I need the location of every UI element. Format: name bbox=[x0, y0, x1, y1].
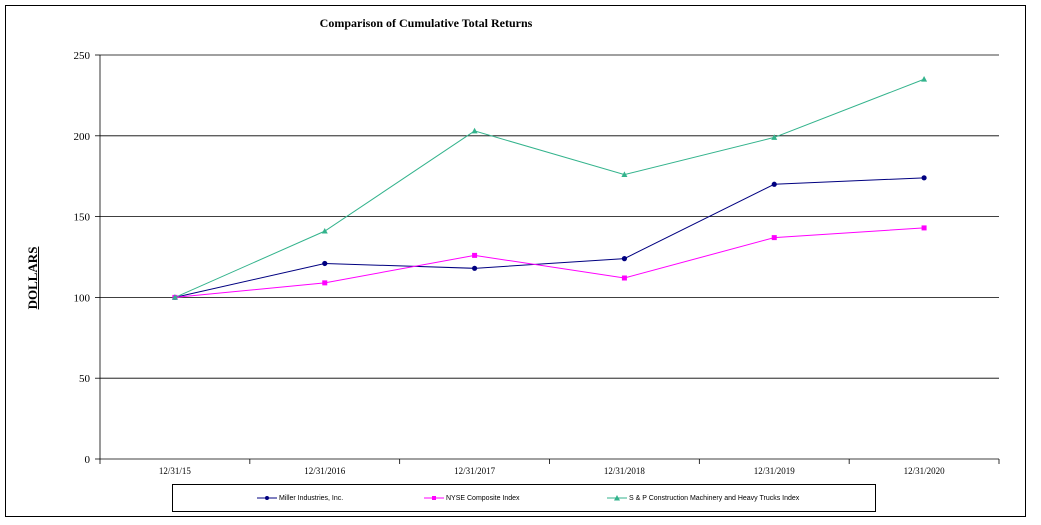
legend-marker-triangle-icon bbox=[607, 495, 627, 501]
x-tick-label: 12/31/2019 bbox=[754, 466, 796, 476]
y-tick-label: 200 bbox=[74, 131, 91, 143]
y-tick-label: 250 bbox=[74, 50, 91, 62]
series-line bbox=[174, 227, 925, 298]
legend-marker-square-icon bbox=[424, 496, 444, 500]
y-tick-label: 0 bbox=[85, 454, 91, 466]
legend-label: S & P Construction Machinery and Heavy T… bbox=[629, 494, 800, 502]
chart-frame bbox=[5, 5, 1026, 517]
x-tick-label: 12/31/2020 bbox=[904, 466, 946, 476]
data-point bbox=[771, 181, 777, 187]
x-tick-label: 12/31/2016 bbox=[304, 466, 346, 476]
data-point bbox=[921, 225, 927, 231]
legend-marker-circle-icon bbox=[257, 496, 277, 500]
data-point bbox=[771, 235, 777, 241]
data-point bbox=[621, 275, 627, 281]
chart-title: Comparison of Cumulative Total Returns bbox=[319, 16, 533, 30]
legend-label: Miller Industries, Inc. bbox=[279, 494, 344, 502]
data-point bbox=[921, 175, 927, 181]
data-point bbox=[322, 280, 328, 286]
tick-labels: 0 50 100 150 200 250 12/31/15 12/31/2016 12/31/2… bbox=[74, 50, 946, 476]
axes bbox=[95, 54, 1000, 464]
data-point bbox=[472, 252, 478, 258]
y-tick-label: 150 bbox=[74, 212, 91, 224]
data-point bbox=[322, 260, 328, 267]
y-tick-label: 50 bbox=[79, 373, 91, 385]
y-tick-label: 100 bbox=[74, 292, 91, 304]
series-lines bbox=[171, 76, 928, 300]
data-point bbox=[771, 134, 778, 140]
legend-label: NYSE Composite Index bbox=[446, 494, 520, 502]
x-tick-label: 12/31/2017 bbox=[454, 466, 496, 476]
data-point bbox=[621, 171, 628, 177]
x-tick-label: 12/31/15 bbox=[159, 466, 192, 476]
series-line bbox=[174, 78, 925, 298]
data-point bbox=[471, 127, 478, 134]
data-point bbox=[621, 256, 628, 262]
x-tick-label: 12/31/2018 bbox=[604, 466, 646, 476]
legend-item-nyse: NYSE Composite Index bbox=[424, 485, 520, 511]
data-point bbox=[471, 265, 478, 271]
legend-item-miller: Miller Industries, Inc. bbox=[257, 485, 343, 511]
data-point bbox=[921, 76, 928, 82]
line-chart: 0 50 100 150 200 250 12/31/15 12/31/2016 12/31/2… bbox=[74, 50, 1000, 476]
legend-item-sp: S & P Construction Machinery and Heavy T… bbox=[607, 485, 799, 511]
gridlines bbox=[100, 54, 999, 379]
data-point bbox=[171, 294, 178, 300]
data-point bbox=[321, 227, 328, 234]
legend: Miller Industries, Inc. NYSE Composite I… bbox=[172, 484, 876, 512]
series-line bbox=[174, 177, 925, 298]
